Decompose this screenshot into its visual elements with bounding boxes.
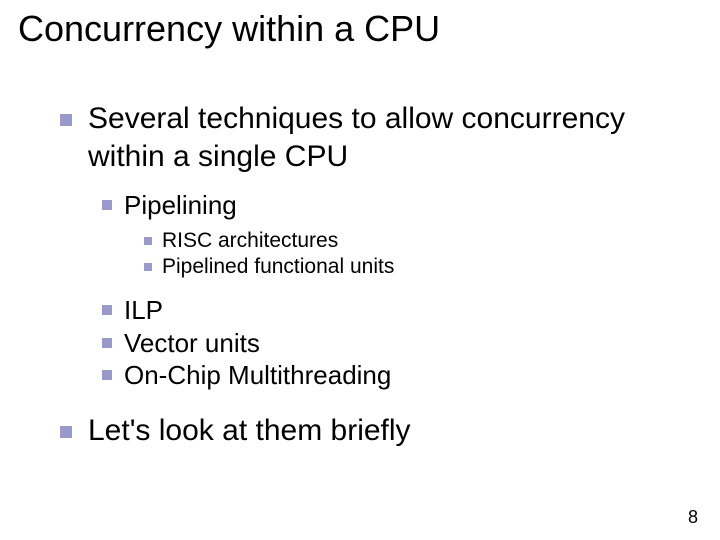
bullet-text: ILP [124, 294, 163, 327]
bullet-text: RISC architectures [162, 228, 338, 254]
page-number: 8 [688, 507, 698, 528]
bullet-text: Several techniques to allow concurrency … [88, 100, 690, 175]
slide: Concurrency within a CPU Several techniq… [0, 0, 720, 540]
square-bullet-icon [60, 426, 72, 438]
square-bullet-icon [60, 114, 72, 126]
bullet-text: On-Chip Multithreading [124, 359, 391, 392]
bullet-l2: ILP [102, 294, 690, 327]
slide-title: Concurrency within a CPU [18, 8, 440, 50]
bullet-text: Vector units [124, 327, 260, 360]
square-bullet-icon [144, 263, 152, 271]
square-bullet-icon [102, 338, 112, 348]
bullet-text: Let's look at them briefly [88, 412, 411, 450]
slide-body: Several techniques to allow concurrency … [60, 100, 690, 449]
bullet-l2: Pipelining [102, 189, 690, 222]
bullet-l1: Several techniques to allow concurrency … [60, 100, 690, 175]
square-bullet-icon [102, 200, 112, 210]
bullet-l3: Pipelined functional units [144, 254, 690, 280]
bullet-text: Pipelining [124, 189, 237, 222]
bullet-text: Pipelined functional units [162, 254, 394, 280]
square-bullet-icon [102, 370, 112, 380]
bullet-l2: On-Chip Multithreading [102, 359, 690, 392]
square-bullet-icon [102, 305, 112, 315]
bullet-l2: Vector units [102, 327, 690, 360]
square-bullet-icon [144, 237, 152, 245]
bullet-l3: RISC architectures [144, 228, 690, 254]
bullet-l1: Let's look at them briefly [60, 412, 690, 450]
